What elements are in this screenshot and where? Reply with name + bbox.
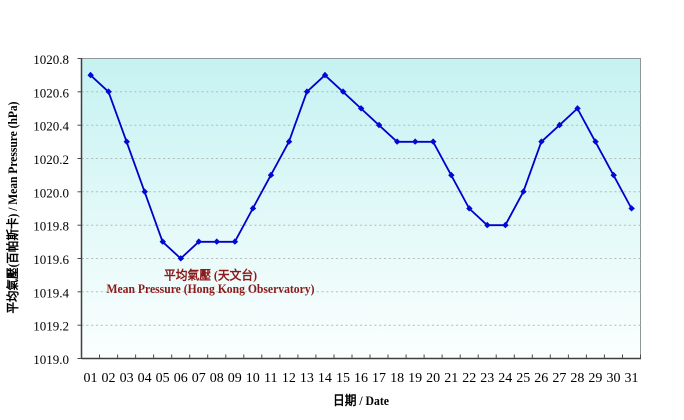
svg-text:29: 29 <box>588 371 602 386</box>
svg-text:03: 03 <box>120 371 134 386</box>
svg-text:11: 11 <box>264 371 277 386</box>
svg-text:平均氣壓(百帕斯卡) / Mean Pressure (hP: 平均氣壓(百帕斯卡) / Mean Pressure (hPa) <box>5 102 20 314</box>
svg-text:1019.0: 1019.0 <box>33 352 69 367</box>
svg-text:27: 27 <box>552 371 566 386</box>
svg-text:05: 05 <box>156 371 170 386</box>
svg-text:20: 20 <box>426 371 440 386</box>
svg-text:平均氣壓 (天文台): 平均氣壓 (天文台) <box>164 268 257 283</box>
svg-text:1019.8: 1019.8 <box>33 219 69 234</box>
svg-text:02: 02 <box>102 371 116 386</box>
svg-text:13: 13 <box>300 371 314 386</box>
svg-text:28: 28 <box>570 371 584 386</box>
svg-text:26: 26 <box>534 371 548 386</box>
svg-text:08: 08 <box>210 371 224 386</box>
svg-text:31: 31 <box>625 371 639 386</box>
svg-text:04: 04 <box>138 371 152 386</box>
svg-text:22: 22 <box>462 371 476 386</box>
svg-text:06: 06 <box>174 371 188 386</box>
svg-text:1020.4: 1020.4 <box>33 119 69 134</box>
svg-text:1020.6: 1020.6 <box>33 85 69 100</box>
svg-text:1019.4: 1019.4 <box>33 285 69 300</box>
svg-text:14: 14 <box>318 371 332 386</box>
svg-text:10: 10 <box>246 371 260 386</box>
svg-text:01: 01 <box>84 371 98 386</box>
svg-text:日期 / Date: 日期 / Date <box>333 393 389 408</box>
svg-text:15: 15 <box>336 371 350 386</box>
svg-text:1020.2: 1020.2 <box>33 152 69 167</box>
svg-text:1020.8: 1020.8 <box>33 52 69 67</box>
svg-text:Mean Pressure (Hong Kong Obser: Mean Pressure (Hong Kong Observatory) <box>107 282 315 296</box>
svg-text:25: 25 <box>516 371 530 386</box>
svg-text:30: 30 <box>607 371 621 386</box>
svg-text:07: 07 <box>192 371 206 386</box>
svg-text:19: 19 <box>408 371 422 386</box>
svg-text:12: 12 <box>282 371 296 386</box>
svg-text:1019.2: 1019.2 <box>33 319 69 334</box>
svg-text:18: 18 <box>390 371 404 386</box>
svg-text:09: 09 <box>228 371 242 386</box>
svg-text:23: 23 <box>480 371 494 386</box>
svg-text:1020.0: 1020.0 <box>33 185 69 200</box>
svg-text:21: 21 <box>444 371 458 386</box>
svg-text:16: 16 <box>354 371 368 386</box>
svg-text:1019.6: 1019.6 <box>33 252 69 267</box>
svg-text:17: 17 <box>372 371 386 386</box>
svg-text:24: 24 <box>498 371 512 386</box>
